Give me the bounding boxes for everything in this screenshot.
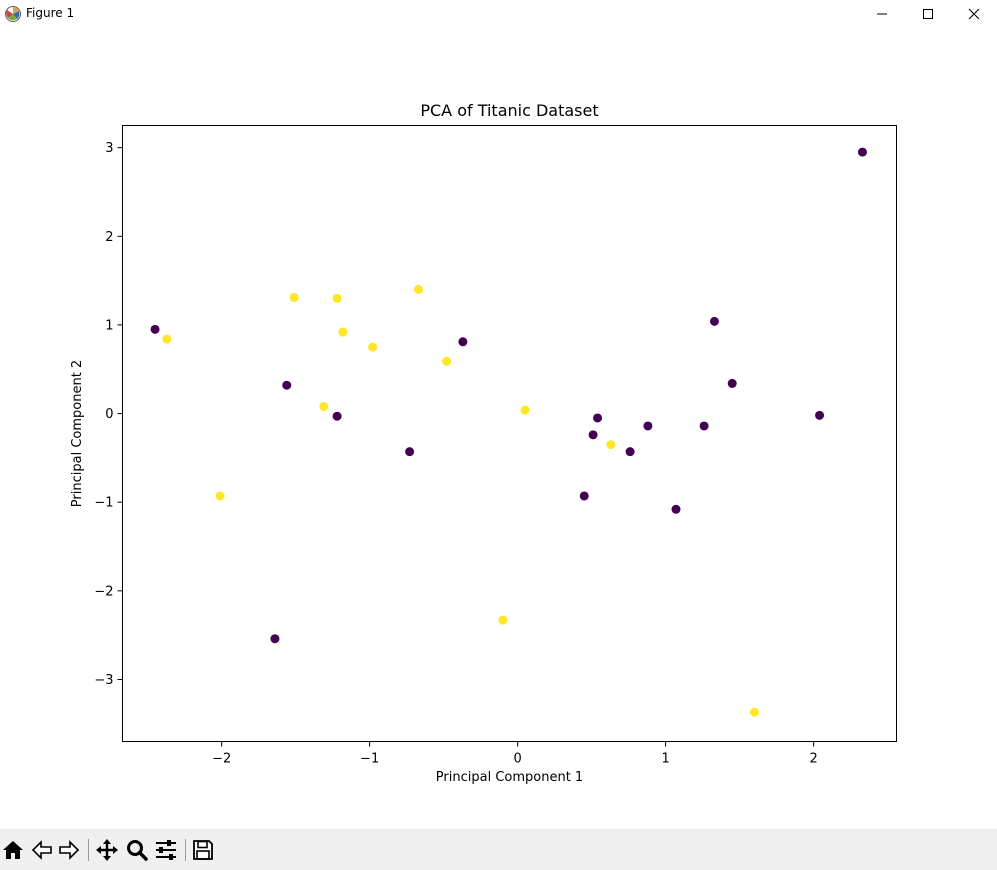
x-tick-label: −1 <box>360 752 379 767</box>
scatter-point <box>498 615 508 625</box>
scatter-point <box>709 316 719 326</box>
scatter-point <box>289 292 299 302</box>
x-tick-label: 1 <box>661 752 669 767</box>
configure-subplots-button[interactable] <box>153 837 179 863</box>
close-button[interactable] <box>951 0 997 28</box>
pan-icon <box>96 839 118 861</box>
y-tick-label: 2 <box>105 230 113 245</box>
scatter-point <box>727 378 737 388</box>
y-tick-label: 3 <box>105 141 113 156</box>
toolbar-separator <box>185 839 186 861</box>
scatter-point <box>671 504 681 514</box>
maximize-button[interactable] <box>905 0 951 28</box>
window-title: Figure 1 <box>26 6 75 20</box>
x-tick-label: 0 <box>513 752 521 767</box>
scatter-point <box>150 324 160 334</box>
scatter-point <box>579 491 589 501</box>
scatter-point <box>405 447 415 457</box>
forward-arrow-icon <box>59 840 80 860</box>
home-button[interactable] <box>0 837 26 863</box>
scatter-point <box>338 327 348 337</box>
scatter-point <box>643 421 653 431</box>
scatter-point <box>282 380 292 390</box>
zoom-button[interactable] <box>124 837 150 863</box>
y-tick-label: 1 <box>105 318 113 333</box>
y-axis-label: Principal Component 2 <box>70 360 85 507</box>
points-layer <box>150 147 867 717</box>
scatter-point <box>815 410 825 420</box>
title-bar: Figure 1 <box>0 0 997 28</box>
navigation-toolbar <box>0 829 997 870</box>
save-icon <box>193 840 213 860</box>
ticks-layer: −2 −1 0 1 2 −3 −2 −1 0 1 2 3 <box>94 141 817 766</box>
scatter-point <box>857 147 867 157</box>
configure-subplots-icon <box>156 840 176 860</box>
minimize-button[interactable] <box>859 0 905 28</box>
y-tick-label: 0 <box>105 407 113 422</box>
scatter-point <box>593 413 603 423</box>
scatter-point <box>442 356 452 366</box>
x-axis-label: Principal Component 1 <box>436 770 583 785</box>
figure-canvas[interactable]: PCA of Titanic Dataset −2 −1 0 1 2 −3 −2 −1 0 1 2 3… <box>0 28 997 829</box>
save-button[interactable] <box>190 837 216 863</box>
scatter-point <box>606 440 616 450</box>
x-tick-label: −2 <box>212 752 231 767</box>
scatter-point <box>270 634 280 644</box>
scatter-point <box>215 491 225 501</box>
axes-frame <box>122 125 897 742</box>
y-tick-label: −1 <box>94 496 113 511</box>
back-button[interactable] <box>29 837 55 863</box>
home-icon <box>3 841 23 859</box>
forward-button[interactable] <box>56 837 82 863</box>
chart-title: PCA of Titanic Dataset <box>420 101 598 120</box>
y-tick-label: −3 <box>94 673 113 688</box>
scatter-point <box>520 405 530 415</box>
scatter-point <box>332 411 342 421</box>
scatter-point <box>625 447 635 457</box>
scatter-point <box>332 293 342 303</box>
zoom-icon <box>127 840 148 861</box>
scatter-point <box>588 430 598 440</box>
toolbar-separator <box>88 839 89 861</box>
scatter-point <box>368 342 378 352</box>
scatter-point <box>699 421 709 431</box>
minimize-icon <box>877 13 887 15</box>
matplotlib-icon <box>4 5 22 23</box>
back-arrow-icon <box>31 840 52 860</box>
scatter-point <box>749 707 759 717</box>
scatter-chart: PCA of Titanic Dataset −2 −1 0 1 2 −3 −2 −1 0 1 2 3… <box>70 101 897 785</box>
scatter-point <box>458 337 468 347</box>
maximize-icon <box>923 9 933 19</box>
close-icon <box>968 8 980 20</box>
scatter-point <box>319 401 329 411</box>
x-tick-label: 2 <box>809 752 817 767</box>
scatter-point <box>162 334 172 344</box>
y-tick-label: −2 <box>94 584 113 599</box>
pan-button[interactable] <box>94 837 120 863</box>
scatter-point <box>413 284 423 294</box>
